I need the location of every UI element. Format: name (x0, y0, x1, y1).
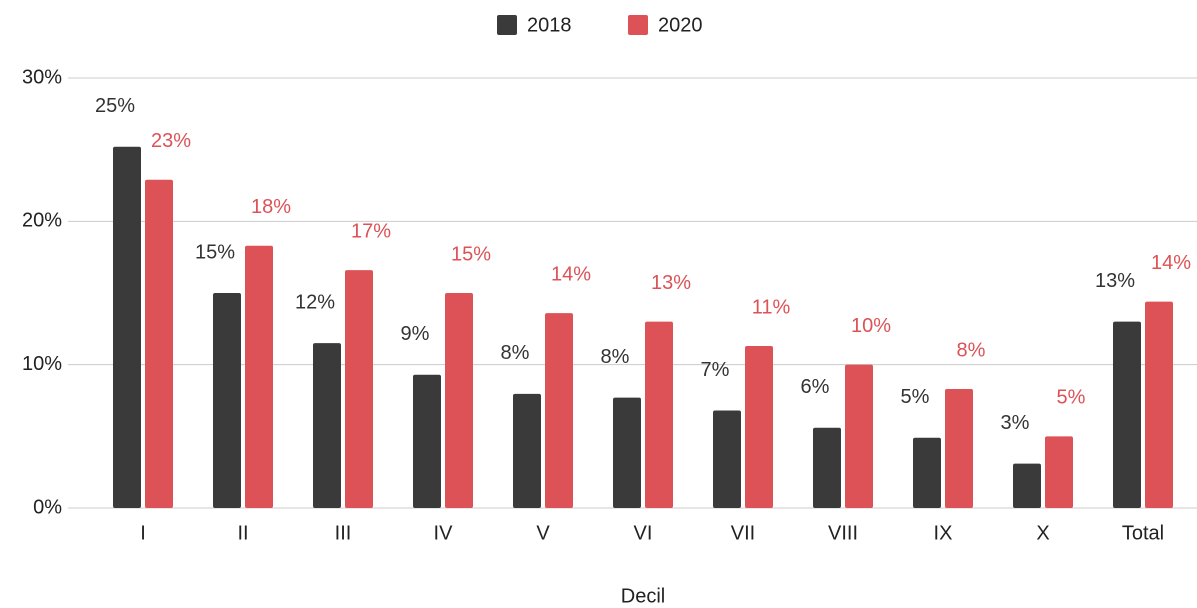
data-label: 17% (351, 220, 391, 242)
bar (1113, 321, 1141, 508)
data-label: 3% (1001, 412, 1030, 434)
data-label: 14% (551, 263, 591, 285)
x-tick-label: Total (1122, 522, 1164, 544)
bar (445, 293, 473, 508)
data-label: 9% (401, 323, 430, 345)
data-label: 8% (501, 342, 530, 364)
data-label: 5% (1057, 387, 1086, 409)
bar (245, 245, 273, 508)
y-tick-label: 20% (22, 210, 62, 232)
bar (845, 364, 873, 508)
bar (613, 397, 641, 508)
data-label: 11% (752, 296, 791, 318)
x-axis-label: Decil (621, 585, 665, 607)
x-tick-label: I (140, 522, 146, 544)
data-label: 13% (651, 272, 691, 294)
bar (213, 293, 241, 508)
bar (513, 393, 541, 508)
y-tick-label: 0% (33, 496, 62, 518)
x-tick-label: II (237, 522, 248, 544)
bar (713, 410, 741, 508)
x-tick-label: VIII (828, 522, 858, 544)
legend-label: 2018 (527, 14, 572, 36)
data-label: 13% (1095, 270, 1135, 292)
data-label: 25% (95, 95, 135, 117)
bar (113, 146, 141, 509)
legend-swatch (497, 15, 517, 35)
legend-label: 2020 (658, 14, 703, 36)
y-tick-label: 10% (22, 353, 62, 375)
data-label: 7% (701, 359, 730, 381)
legend-swatch (628, 15, 648, 35)
bar (313, 343, 341, 508)
data-label: 23% (151, 130, 191, 152)
data-label: 8% (601, 346, 630, 368)
x-tick-label: X (1036, 522, 1049, 544)
data-label: 15% (451, 243, 491, 265)
bar (1045, 436, 1073, 508)
bar (1145, 301, 1173, 508)
bar (913, 437, 941, 508)
data-label: 6% (801, 376, 830, 398)
bar (945, 389, 973, 508)
x-tick-label: IV (434, 522, 454, 544)
y-tick-label: 30% (22, 66, 62, 88)
data-label: 18% (251, 196, 291, 218)
x-tick-label: VII (731, 522, 755, 544)
x-tick-label: III (335, 522, 352, 544)
x-tick-label: IX (934, 522, 953, 544)
bar (413, 374, 441, 508)
data-label: 12% (295, 291, 335, 313)
bar (145, 179, 173, 508)
bar (545, 313, 573, 508)
x-tick-label: V (536, 522, 550, 544)
data-label: 14% (1151, 252, 1191, 274)
bar (345, 270, 373, 508)
bar (745, 346, 773, 508)
x-tick-label: VI (634, 522, 653, 544)
bar (1013, 463, 1041, 508)
data-label: 5% (901, 386, 930, 408)
bar (813, 427, 841, 508)
data-label: 10% (851, 315, 891, 337)
data-label: 8% (957, 339, 986, 361)
bar (645, 321, 673, 508)
data-label: 15% (195, 241, 235, 263)
